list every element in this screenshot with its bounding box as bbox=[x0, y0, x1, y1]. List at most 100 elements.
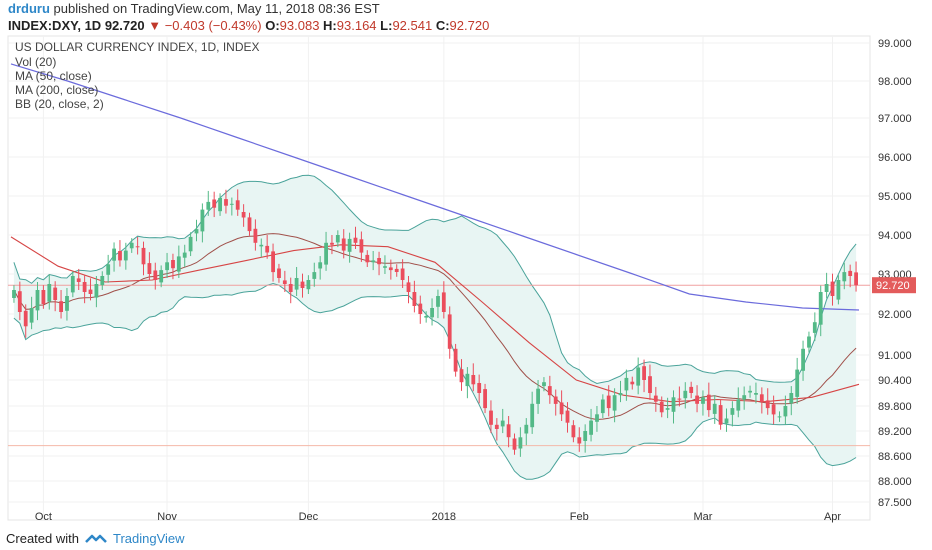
candle-body bbox=[212, 199, 217, 208]
published-text: published on TradingView.com, May 11, 20… bbox=[53, 1, 380, 16]
candle-body bbox=[359, 239, 364, 253]
low-label: L: bbox=[380, 18, 393, 33]
candle-body bbox=[459, 369, 464, 383]
candle-body bbox=[530, 403, 535, 428]
candle-body bbox=[123, 250, 128, 261]
candle-body bbox=[388, 267, 393, 271]
candle-body bbox=[542, 382, 546, 387]
candle-body bbox=[718, 405, 723, 425]
candle-body bbox=[771, 404, 776, 415]
candle-body bbox=[47, 284, 52, 302]
candle-body bbox=[29, 308, 34, 323]
candle-body bbox=[17, 291, 22, 312]
candle-body bbox=[324, 242, 328, 265]
chart-header: drduru published on TradingView.com, May… bbox=[8, 0, 489, 34]
legend: US DOLLAR CURRENCY INDEX, 1D, INDEX Vol … bbox=[15, 40, 260, 111]
candle-body bbox=[229, 203, 234, 205]
candle-body bbox=[777, 416, 782, 418]
candle-body bbox=[801, 348, 805, 371]
candle-body bbox=[712, 403, 717, 414]
candle-body bbox=[465, 373, 470, 387]
candle-body bbox=[147, 263, 152, 274]
candle-body bbox=[765, 400, 770, 409]
candle-body bbox=[489, 410, 493, 425]
candle-body bbox=[59, 301, 63, 312]
candle-body bbox=[483, 389, 487, 409]
high-value: 93.164 bbox=[336, 18, 377, 33]
candle-body bbox=[365, 254, 370, 263]
candle-body bbox=[583, 431, 588, 441]
y-tick-label: 87.500 bbox=[878, 497, 912, 509]
candle-body bbox=[500, 420, 505, 427]
ma50-line bbox=[10, 236, 860, 403]
candle-body bbox=[12, 290, 16, 298]
legend-item-ma200[interactable]: MA (200, close) bbox=[15, 83, 98, 97]
candle-body bbox=[282, 280, 287, 284]
candle-body bbox=[565, 410, 570, 423]
tradingview-brand[interactable]: TradingView bbox=[112, 531, 185, 546]
footer: Created with TradingView bbox=[6, 531, 185, 546]
candle-body bbox=[659, 401, 664, 413]
candle-body bbox=[171, 260, 175, 269]
candle-body bbox=[547, 386, 552, 396]
candle-body bbox=[70, 276, 75, 293]
horizontal-lines bbox=[8, 284, 870, 447]
legend-title: US DOLLAR CURRENCY INDEX, 1D, INDEX bbox=[15, 40, 260, 54]
candle-body bbox=[453, 348, 458, 372]
candle-body bbox=[176, 256, 181, 272]
candle-body bbox=[571, 425, 576, 438]
candle-body bbox=[671, 397, 676, 412]
candle-body bbox=[259, 244, 264, 247]
y-tick-label: 92.000 bbox=[878, 309, 912, 321]
tradingview-logo-icon bbox=[85, 534, 107, 543]
candle-body bbox=[430, 308, 434, 318]
candle-body bbox=[153, 270, 158, 280]
legend-item-bb[interactable]: BB (20, close, 2) bbox=[15, 97, 104, 111]
y-tick-label: 89.200 bbox=[878, 426, 912, 438]
candle-body bbox=[612, 395, 617, 411]
price-axis[interactable]: 99.00098.00097.00096.00095.00094.00093.0… bbox=[872, 38, 916, 509]
candle-body bbox=[182, 252, 187, 258]
candle-body bbox=[447, 314, 452, 349]
y-tick-label: 89.800 bbox=[878, 401, 912, 413]
candle-body bbox=[377, 258, 381, 265]
y-tick-label: 91.000 bbox=[878, 350, 912, 362]
candle-body bbox=[100, 276, 105, 286]
time-axis[interactable]: OctNovDec2018FebMarAprMay bbox=[35, 511, 932, 523]
candle-body bbox=[218, 197, 222, 212]
legend-item-vol[interactable]: Vol (20) bbox=[15, 55, 56, 69]
candle-body bbox=[188, 236, 193, 252]
candle-body bbox=[335, 235, 340, 243]
candle-body bbox=[830, 281, 835, 296]
candle-body bbox=[695, 395, 699, 404]
candle-body bbox=[701, 397, 705, 404]
candle-body bbox=[112, 248, 116, 261]
candle-body bbox=[506, 424, 511, 438]
candle-body bbox=[736, 399, 741, 411]
legend-item-ma50[interactable]: MA (50, close) bbox=[15, 69, 92, 83]
candle-body bbox=[783, 406, 788, 417]
last-price-tag-label: 92.720 bbox=[876, 280, 910, 292]
candle-body bbox=[812, 322, 817, 333]
candle-body bbox=[206, 201, 211, 210]
author-link[interactable]: drduru bbox=[8, 1, 50, 16]
candle-body bbox=[76, 278, 81, 282]
candle-body bbox=[665, 408, 670, 410]
candle-body bbox=[224, 199, 228, 206]
bb-fill bbox=[13, 175, 857, 480]
candle-body bbox=[606, 395, 611, 409]
candle-body bbox=[595, 414, 599, 422]
candle-body bbox=[836, 280, 841, 300]
change-value: −0.403 (−0.43%) bbox=[164, 18, 262, 33]
open-label: O: bbox=[265, 18, 280, 33]
candle-body bbox=[106, 264, 111, 275]
candle-body bbox=[200, 209, 205, 232]
candle-body bbox=[648, 376, 652, 393]
ma200-line bbox=[10, 63, 860, 311]
candle-body bbox=[848, 270, 853, 276]
candle-body bbox=[312, 272, 317, 279]
candle-body bbox=[135, 246, 140, 248]
candle-body bbox=[353, 237, 358, 243]
candle-body bbox=[300, 281, 305, 288]
